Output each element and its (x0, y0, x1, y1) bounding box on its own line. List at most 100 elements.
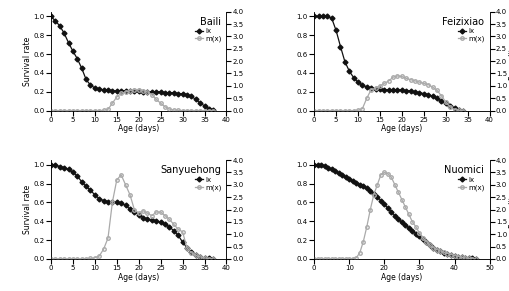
m(x) (328, 257, 334, 261)
m(x) (405, 213, 411, 216)
m(x) (144, 212, 150, 215)
lx (171, 229, 177, 233)
m(x) (426, 244, 432, 247)
m(x) (353, 256, 359, 260)
m(x) (171, 223, 177, 226)
lx (210, 108, 216, 111)
Line: m(x): m(x) (312, 74, 464, 112)
Line: lx: lx (49, 15, 215, 111)
m(x) (65, 257, 71, 261)
X-axis label: Age (days): Age (days) (118, 124, 159, 133)
m(x) (83, 257, 89, 261)
m(x) (465, 257, 471, 260)
m(x) (78, 257, 84, 261)
m(x) (384, 172, 390, 175)
lx (419, 237, 425, 241)
lx (74, 174, 80, 178)
m(x) (415, 80, 421, 84)
lx (188, 95, 194, 98)
m(x) (459, 109, 465, 112)
m(x) (391, 183, 397, 187)
m(x) (440, 251, 446, 254)
m(x) (166, 218, 172, 221)
m(x) (140, 209, 146, 212)
m(x) (430, 246, 436, 250)
m(x) (206, 109, 212, 112)
lx (454, 255, 460, 259)
lx (354, 81, 360, 84)
lx (105, 200, 111, 203)
m(x) (184, 109, 190, 112)
Line: m(x): m(x) (49, 173, 215, 261)
m(x) (335, 257, 341, 261)
lx (346, 69, 352, 73)
m(x) (437, 94, 443, 97)
lx (458, 255, 464, 259)
m(x) (376, 84, 382, 88)
lx (402, 223, 408, 227)
m(x) (363, 97, 369, 100)
m(x) (149, 93, 155, 96)
lx (56, 165, 63, 168)
lx (381, 88, 387, 92)
lx (443, 253, 449, 256)
Text: Baili: Baili (200, 17, 221, 26)
lx (319, 15, 325, 18)
lx (372, 87, 378, 91)
lx (335, 171, 341, 175)
m(x) (201, 109, 207, 112)
m(x) (140, 89, 146, 93)
m(x) (78, 109, 84, 112)
lx (87, 84, 93, 87)
lx (109, 89, 115, 93)
lx (353, 181, 359, 184)
lx (140, 216, 146, 219)
m(x) (419, 236, 425, 240)
m(x) (356, 251, 362, 255)
lx (393, 88, 400, 92)
Line: lx: lx (312, 15, 464, 112)
m(x) (118, 173, 124, 177)
lx (337, 45, 343, 48)
m(x) (349, 257, 355, 260)
m(x) (179, 109, 185, 112)
lx (471, 257, 477, 261)
m(x) (318, 257, 324, 261)
m(x) (385, 79, 391, 83)
m(x) (398, 75, 404, 78)
lx (389, 88, 395, 92)
m(x) (48, 257, 54, 261)
m(x) (192, 109, 199, 112)
lx (162, 91, 168, 94)
lx (96, 197, 102, 200)
lx (114, 201, 120, 204)
m(x) (166, 107, 172, 111)
m(x) (74, 109, 80, 112)
lx (415, 235, 421, 238)
m(x) (83, 109, 89, 112)
lx (48, 15, 54, 18)
m(x) (188, 251, 194, 255)
lx (321, 164, 327, 167)
m(x) (341, 109, 347, 112)
m(x) (443, 252, 449, 255)
lx (122, 89, 128, 93)
lx (328, 168, 334, 171)
lx (61, 166, 67, 169)
lx (420, 92, 426, 95)
m(x) (381, 81, 387, 85)
m(x) (74, 257, 80, 261)
lx (70, 171, 76, 174)
Text: Nuomici: Nuomici (443, 165, 484, 175)
lx (367, 86, 374, 90)
m(x) (131, 208, 137, 211)
lx (363, 187, 369, 190)
Text: Sanyuehong: Sanyuehong (160, 165, 221, 175)
lx (70, 49, 76, 53)
m(x) (433, 248, 439, 251)
lx (96, 87, 102, 91)
m(x) (425, 83, 431, 86)
m(x) (122, 183, 128, 187)
m(x) (354, 109, 360, 112)
lx (149, 90, 155, 93)
